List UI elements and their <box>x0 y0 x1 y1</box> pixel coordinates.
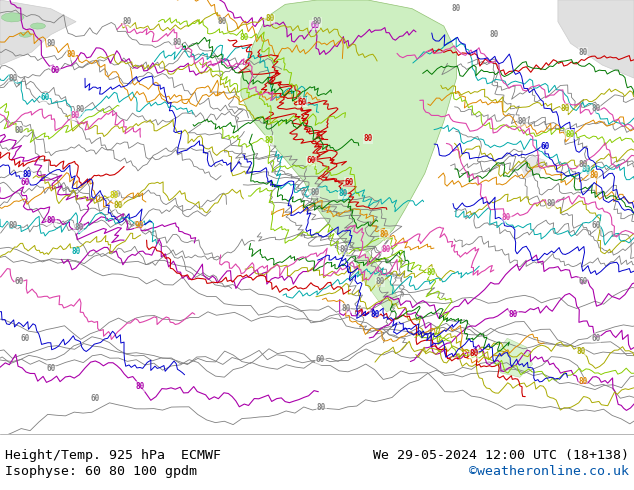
Text: 80: 80 <box>317 403 326 413</box>
Text: 60: 60 <box>15 277 23 286</box>
Text: 80: 80 <box>338 189 347 198</box>
Polygon shape <box>355 251 399 312</box>
Text: 80: 80 <box>172 38 181 48</box>
Text: 60: 60 <box>51 66 60 75</box>
Text: 80: 80 <box>110 191 119 199</box>
Text: 80: 80 <box>23 171 32 179</box>
Text: 80: 80 <box>46 39 55 48</box>
Text: 80: 80 <box>72 247 81 256</box>
Polygon shape <box>2 13 24 22</box>
Text: 60: 60 <box>540 142 550 150</box>
Text: 60: 60 <box>592 221 600 230</box>
Text: 60: 60 <box>579 277 588 286</box>
Text: 80: 80 <box>217 17 226 26</box>
Text: 80: 80 <box>67 50 75 59</box>
Text: 80: 80 <box>579 160 588 169</box>
Text: 80: 80 <box>15 125 23 135</box>
Text: 60: 60 <box>46 364 55 373</box>
Polygon shape <box>520 156 545 178</box>
Text: 80: 80 <box>310 188 320 197</box>
Text: 80: 80 <box>74 223 83 232</box>
Text: 80: 80 <box>547 199 555 208</box>
Text: 80: 80 <box>380 230 389 239</box>
Text: 80: 80 <box>508 310 518 319</box>
Text: 80: 80 <box>240 33 249 42</box>
Text: 80: 80 <box>560 104 569 113</box>
Text: 80: 80 <box>8 221 17 230</box>
Text: 80: 80 <box>579 377 588 386</box>
Text: 80: 80 <box>112 190 120 199</box>
Text: 80: 80 <box>122 17 131 26</box>
Text: 60: 60 <box>316 355 325 364</box>
Text: 80: 80 <box>592 104 600 113</box>
Text: 80: 80 <box>382 245 391 254</box>
Text: 60: 60 <box>41 93 49 102</box>
Text: 80: 80 <box>265 14 275 24</box>
Text: 80: 80 <box>339 245 349 254</box>
Text: 80: 80 <box>490 30 499 39</box>
Text: 60: 60 <box>592 334 600 343</box>
Text: 80: 80 <box>518 117 527 126</box>
Text: 80: 80 <box>47 217 56 225</box>
Polygon shape <box>0 0 76 65</box>
Polygon shape <box>495 338 533 377</box>
Text: 60: 60 <box>21 334 30 343</box>
Polygon shape <box>19 32 32 37</box>
Text: 80: 80 <box>71 111 80 120</box>
Text: 80: 80 <box>581 165 591 174</box>
Polygon shape <box>30 23 46 29</box>
Text: 80: 80 <box>427 268 436 276</box>
Text: 80: 80 <box>469 349 479 358</box>
Text: 80: 80 <box>565 129 574 139</box>
Text: 60: 60 <box>91 394 100 403</box>
Text: ©weatheronline.co.uk: ©weatheronline.co.uk <box>469 465 629 478</box>
Text: 80: 80 <box>576 347 586 356</box>
Text: Height/Temp. 925 hPa  ECMWF: Height/Temp. 925 hPa ECMWF <box>5 449 221 463</box>
Text: 60: 60 <box>298 98 307 106</box>
Text: 80: 80 <box>376 277 385 286</box>
Text: 80: 80 <box>501 213 511 222</box>
Text: 60: 60 <box>310 21 320 29</box>
Text: 80: 80 <box>264 136 273 145</box>
Polygon shape <box>558 0 634 78</box>
Text: 80: 80 <box>135 382 145 391</box>
Text: Isophyse: 60 80 100 gpdm: Isophyse: 60 80 100 gpdm <box>5 465 197 478</box>
Text: 80: 80 <box>313 17 321 26</box>
Text: 80: 80 <box>341 304 351 313</box>
Text: 60: 60 <box>21 178 30 187</box>
Text: 80: 80 <box>579 48 588 56</box>
Text: 80: 80 <box>452 4 461 13</box>
Text: 60: 60 <box>307 156 316 166</box>
Text: 80: 80 <box>114 201 123 210</box>
Text: 80: 80 <box>370 310 379 319</box>
Text: 80: 80 <box>590 172 598 180</box>
Text: 80: 80 <box>8 74 17 82</box>
Text: We 29-05-2024 12:00 UTC (18+138): We 29-05-2024 12:00 UTC (18+138) <box>373 449 629 463</box>
Polygon shape <box>241 0 456 251</box>
Text: 80: 80 <box>363 134 372 143</box>
Text: 60: 60 <box>344 178 353 187</box>
Text: 80: 80 <box>75 105 84 114</box>
Text: 90: 90 <box>135 221 144 230</box>
